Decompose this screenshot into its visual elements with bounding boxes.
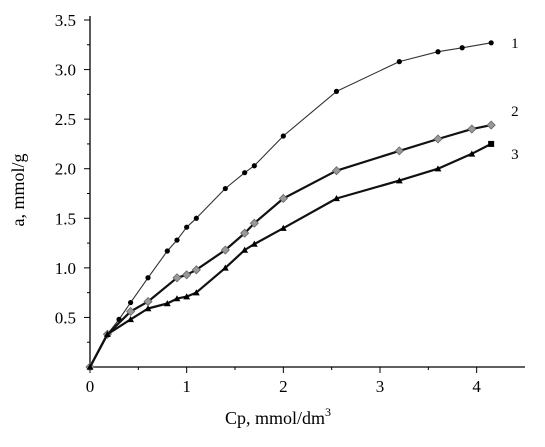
- data-point: [468, 150, 476, 157]
- y-tick-label: 3.5: [55, 11, 76, 30]
- data-point: [144, 305, 152, 312]
- data-point: [192, 289, 200, 296]
- data-point: [279, 224, 287, 231]
- data-point: [435, 49, 441, 55]
- y-axis-label: a, mmol/g: [8, 154, 28, 227]
- data-point: [278, 193, 288, 204]
- data-point: [86, 363, 94, 370]
- data-point: [172, 273, 182, 283]
- y-tick-label: 2.5: [55, 110, 76, 129]
- data-point: [184, 224, 190, 230]
- data-point: [333, 88, 340, 94]
- series-label-1: 1: [511, 36, 518, 52]
- data-point: [395, 177, 403, 184]
- y-tick-label: 1.0: [55, 259, 76, 278]
- data-point: [396, 59, 402, 65]
- data-point: [433, 134, 443, 144]
- data-point: [240, 228, 250, 238]
- series-label-3: 3: [511, 147, 518, 163]
- x-tick-label: 2: [279, 377, 288, 396]
- data-point: [333, 195, 340, 202]
- data-point: [127, 316, 134, 323]
- data-point: [174, 237, 180, 243]
- data-point: [242, 170, 248, 176]
- data-point: [222, 185, 228, 192]
- y-tick-label: 2.0: [55, 160, 76, 179]
- x-tick-label: 3: [376, 377, 385, 396]
- data-point: [467, 124, 477, 134]
- data-point: [220, 245, 230, 255]
- series-line-3: [89, 142, 492, 368]
- x-tick-label: 4: [472, 377, 481, 396]
- data-point: [488, 140, 495, 147]
- data-point: [331, 166, 342, 176]
- series-group: [85, 40, 496, 372]
- series-2: [85, 120, 496, 372]
- x-tick-label: 0: [86, 377, 95, 396]
- data-point: [434, 165, 442, 172]
- y-tick-label: 3.0: [55, 61, 76, 80]
- data-point: [173, 295, 181, 302]
- data-point: [241, 246, 249, 253]
- series-3: [86, 140, 495, 370]
- data-point: [251, 163, 257, 169]
- x-axis-label-text: Cp, mmol/dm: [225, 408, 325, 428]
- data-point: [182, 270, 192, 280]
- data-point: [249, 218, 259, 228]
- data-point: [183, 293, 191, 300]
- data-point: [126, 306, 136, 317]
- data-point: [280, 133, 286, 139]
- y-tick-label: 1.5: [55, 209, 76, 228]
- data-point: [191, 265, 201, 275]
- data-point: [128, 299, 134, 306]
- series-line-2: [89, 124, 492, 368]
- labels-group: 0.5 1.0 1.5 2.0 2.5 3.0 3.5 0 1 2 3 4 1 2 3: [55, 11, 519, 396]
- data-point: [459, 45, 465, 51]
- data-point: [488, 40, 494, 46]
- data-point: [163, 300, 171, 307]
- series-line-1: [89, 42, 492, 368]
- y-tick-label: 0.5: [55, 308, 76, 327]
- data-point: [486, 120, 496, 130]
- data-point: [193, 215, 199, 221]
- data-point: [221, 264, 229, 271]
- x-axis-label-superscript: 3: [325, 405, 331, 419]
- data-point: [145, 275, 151, 281]
- data-point: [394, 146, 404, 156]
- x-axis-label: Cp, mmol/dm3: [225, 405, 331, 428]
- data-point: [164, 248, 170, 254]
- data-point: [104, 330, 111, 338]
- series-1: [87, 40, 494, 370]
- axes: [84, 16, 525, 373]
- data-point: [250, 240, 258, 247]
- series-label-2: 2: [511, 104, 518, 120]
- x-tick-label: 1: [182, 377, 191, 396]
